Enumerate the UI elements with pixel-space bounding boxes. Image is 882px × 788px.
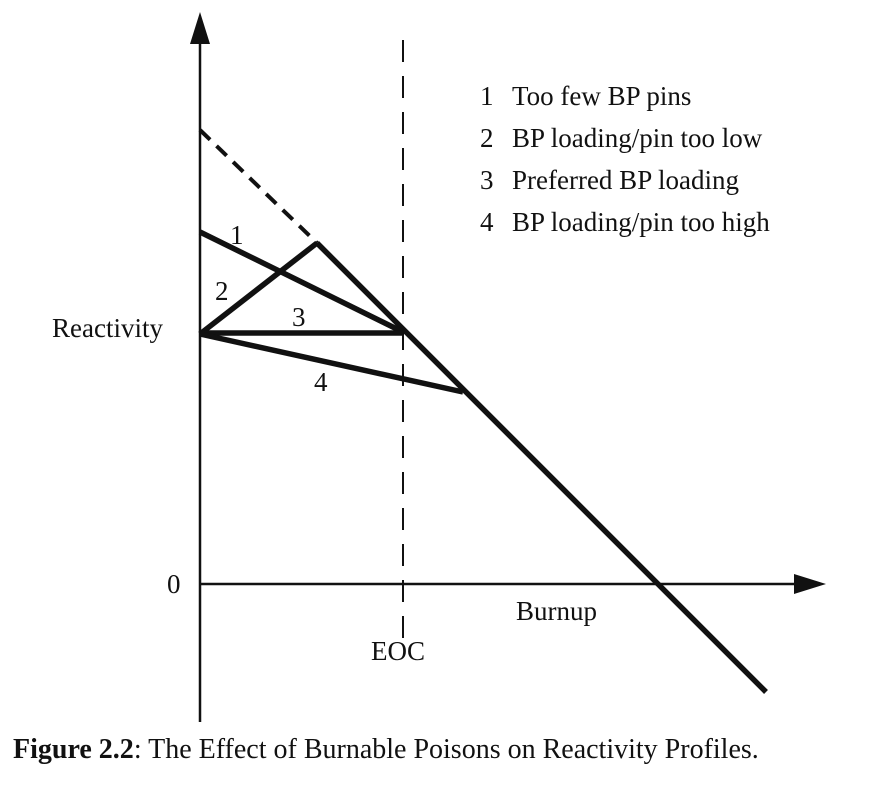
legend-number-4: 4	[480, 207, 494, 237]
main-reactivity-line	[315, 241, 768, 694]
x-axis-arrowhead	[794, 574, 826, 594]
legend: 1 Too few BP pins 2 BP loading/pin too l…	[480, 81, 770, 237]
curve-4-line	[199, 331, 464, 395]
legend-text-4: BP loading/pin too high	[512, 207, 770, 237]
diagram-canvas: 1 2 3 4 Reactivity 0 Burnup EOC 1 Too fe…	[52, 12, 826, 722]
x-axis-label: Burnup	[516, 596, 597, 626]
legend-text-1: Too few BP pins	[512, 81, 691, 111]
legend-number-1: 1	[480, 81, 494, 111]
curve-3-label: 3	[292, 302, 306, 332]
eoc-label: EOC	[371, 636, 425, 666]
legend-number-2: 2	[480, 123, 494, 153]
legend-number-3: 3	[480, 165, 494, 195]
curve-4-label: 4	[314, 367, 328, 397]
curve-2-label: 2	[215, 276, 229, 306]
figure-caption: Figure 2.2: The Effect of Burnable Poiso…	[13, 734, 759, 766]
y-axis-label: Reactivity	[52, 313, 163, 343]
origin-label: 0	[167, 569, 181, 599]
legend-text-2: BP loading/pin too low	[512, 123, 763, 153]
unpoisoned-dashed-extension	[198, 128, 319, 245]
caption-text: : The Effect of Burnable Poisons on Reac…	[133, 734, 759, 765]
curve-2-line	[198, 240, 319, 337]
curve-1-line	[198, 229, 405, 335]
y-axis-arrowhead	[190, 12, 210, 44]
caption-label: Figure 2.2	[13, 734, 134, 765]
legend-text-3: Preferred BP loading	[512, 165, 739, 195]
curve-1-label: 1	[230, 220, 244, 250]
